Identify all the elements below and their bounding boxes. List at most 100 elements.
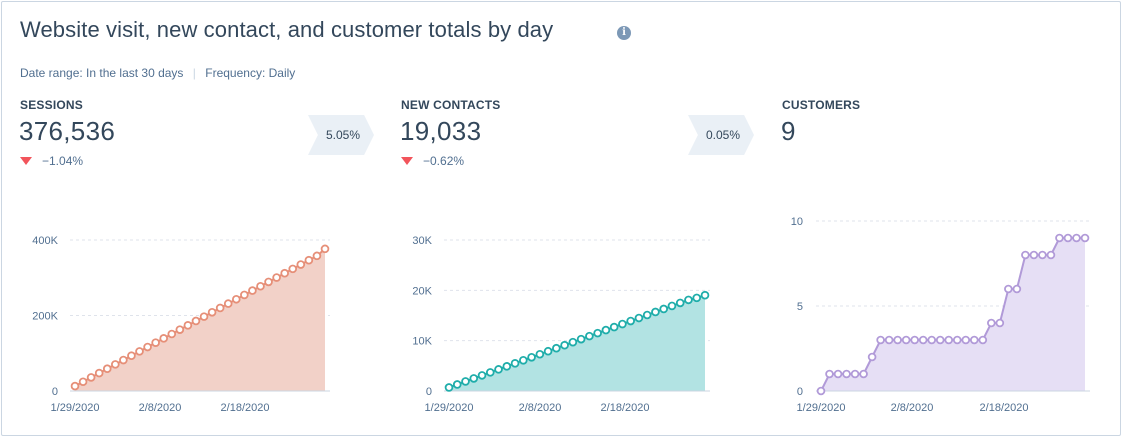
customers-data-point [1072, 233, 1081, 243]
contacts-data-point [543, 346, 553, 356]
sessions-data-point [167, 329, 177, 339]
sessions-data-point [94, 368, 104, 378]
sessions-data-point [135, 347, 144, 356]
new-contacts-label: NEW CONTACTS [401, 98, 501, 112]
sessions-label: SESSIONS [20, 98, 83, 112]
contacts-data-point [634, 313, 644, 323]
customers-data-point [995, 318, 1005, 328]
contacts-data-point [560, 340, 569, 350]
contacts-data-point [485, 368, 495, 377]
contacts-y-tick-label: 10K [412, 336, 432, 348]
sessions-data-point [151, 338, 160, 347]
sessions-x-tick-label: 1/29/2020 [51, 402, 100, 414]
customers-data-point [969, 335, 979, 345]
sessions-data-point [70, 381, 80, 391]
sessions-data-point [248, 286, 257, 295]
customers-data-point [850, 369, 860, 379]
sessions-delta: −1.04% [20, 154, 83, 168]
info-icon[interactable]: i [617, 26, 631, 40]
sessions-data-point [183, 321, 193, 330]
customers-data-point [901, 335, 911, 345]
down-triangle-icon [401, 156, 413, 165]
customers-data-point [918, 335, 928, 345]
sessions-data-point [102, 364, 112, 374]
contacts-data-point [444, 383, 454, 392]
contacts-y-tick-label: 0 [426, 386, 432, 398]
contacts-data-point [593, 328, 602, 338]
down-triangle-icon [20, 156, 32, 165]
contacts-data-point [552, 343, 561, 353]
meta-separator: | [192, 66, 196, 80]
customers-data-point [1080, 233, 1090, 243]
sessions-x-tick-label: 2/8/2020 [139, 402, 182, 414]
contacts-data-point [568, 337, 578, 347]
customers-data-point [1055, 233, 1064, 243]
contacts-data-point [452, 380, 462, 389]
sessions-data-point [143, 342, 152, 352]
customers-data-point [884, 335, 894, 345]
contacts-data-point [700, 290, 710, 300]
customers-data-point [927, 335, 937, 345]
contacts-data-point [576, 334, 586, 344]
customers-area [821, 238, 1085, 391]
contacts-data-point [684, 295, 693, 305]
sessions-data-point [288, 264, 298, 274]
customers-data-point [1038, 250, 1047, 260]
sessions-value: 376,536 [19, 116, 116, 146]
contacts-data-point [494, 365, 503, 374]
sessions-data-point [304, 255, 314, 265]
customers-data-point [1004, 284, 1013, 294]
sessions-data-point [78, 377, 88, 387]
customers-data-point [961, 335, 971, 345]
customers-data-point [935, 335, 945, 345]
customers-y-tick-label: 10 [791, 216, 803, 228]
contacts-x-tick-label: 1/29/2020 [425, 402, 474, 414]
report-title: Website visit, new contact, and customer… [20, 17, 554, 42]
customers-data-point [833, 369, 843, 379]
sessions-data-point [280, 268, 289, 278]
contacts-data-point [527, 352, 536, 362]
sessions-data-point [223, 299, 233, 308]
sessions-data-point [320, 244, 330, 254]
sessions-y-tick-label: 200K [32, 311, 58, 323]
customers-data-point [876, 335, 885, 345]
contacts-y-tick-label: 30K [412, 235, 432, 247]
contacts-data-point [461, 377, 470, 386]
contacts-data-point [535, 349, 545, 359]
sessions-data-point [231, 294, 241, 304]
contacts-y-tick-label: 20K [412, 285, 432, 297]
customers-data-point [1063, 233, 1073, 243]
report-meta: Date range: In the last 30 days | Freque… [20, 66, 295, 80]
sessions-data-point [256, 281, 265, 291]
customers-data-point [944, 335, 954, 345]
sessions-data-point [119, 355, 128, 365]
conversion-rate-contacts-customers: 0.05% [688, 115, 754, 155]
sessions-data-point [159, 334, 169, 343]
customers-label: CUSTOMERS [782, 98, 861, 112]
date-range-label: Date range: In the last 30 days [20, 66, 184, 80]
customers-data-point [893, 335, 902, 345]
sessions-data-point [175, 325, 185, 334]
sessions-data-point [264, 277, 273, 287]
customers-x-tick-label: 2/18/2020 [980, 402, 1029, 414]
customers-data-point [867, 352, 877, 362]
sessions-data-point [240, 290, 249, 300]
customers-data-point [952, 335, 962, 345]
new-contacts-delta: −0.62% [401, 154, 464, 168]
conversion-rate-value: 5.05% [325, 128, 361, 142]
contacts-data-point [502, 362, 512, 371]
sessions-y-tick-label: 0 [52, 386, 58, 398]
sessions-data-point [207, 307, 217, 317]
sessions-delta-value: −1.04% [42, 154, 84, 168]
contacts-data-point [519, 355, 528, 365]
sessions-data-point [191, 316, 201, 326]
contacts-data-point [651, 307, 660, 317]
contacts-data-point [659, 304, 669, 314]
new-contacts-value: 19,033 [400, 116, 482, 146]
customers-data-point [910, 335, 919, 345]
customers-value: 9 [781, 116, 796, 146]
sessions-data-point [215, 303, 225, 313]
customers-data-point [816, 386, 826, 396]
sessions-data-point [296, 260, 306, 269]
